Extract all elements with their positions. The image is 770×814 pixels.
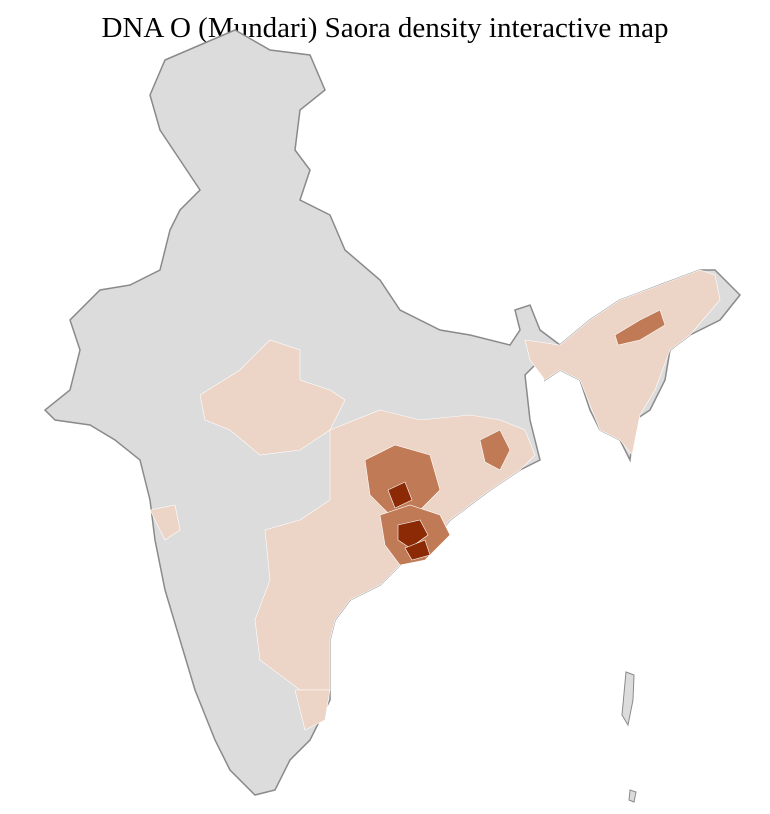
nicobar-islands [628,789,637,803]
high-density-region-3[interactable] [404,539,431,561]
medium-density-assam[interactable] [614,309,666,346]
low-density-northeast[interactable] [524,269,721,456]
high-density-regions [387,481,431,561]
map-title: DNA O (Mundari) Saora density interactiv… [101,12,669,44]
high-density-region-1[interactable] [387,481,413,509]
india-outline [43,29,742,796]
medium-density-chhattisgarh[interactable] [364,444,441,516]
medium-density-odisha-north[interactable] [479,429,511,471]
andaman-islands [621,671,635,727]
low-density-west[interactable] [149,504,181,541]
high-density-region-2[interactable] [397,519,429,549]
low-density-central[interactable] [199,339,346,456]
low-density-south[interactable] [294,689,331,731]
india-base [43,29,742,803]
